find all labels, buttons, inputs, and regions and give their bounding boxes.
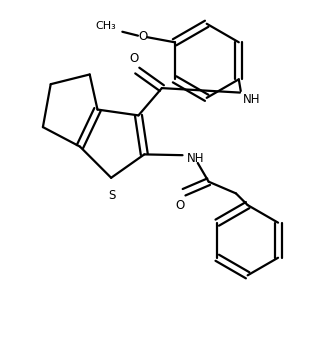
Text: NH: NH [187, 152, 205, 165]
Text: O: O [129, 52, 139, 65]
Text: NH: NH [243, 93, 260, 106]
Text: S: S [108, 189, 116, 202]
Text: O: O [176, 199, 185, 212]
Text: CH₃: CH₃ [96, 21, 116, 31]
Text: O: O [138, 30, 147, 43]
